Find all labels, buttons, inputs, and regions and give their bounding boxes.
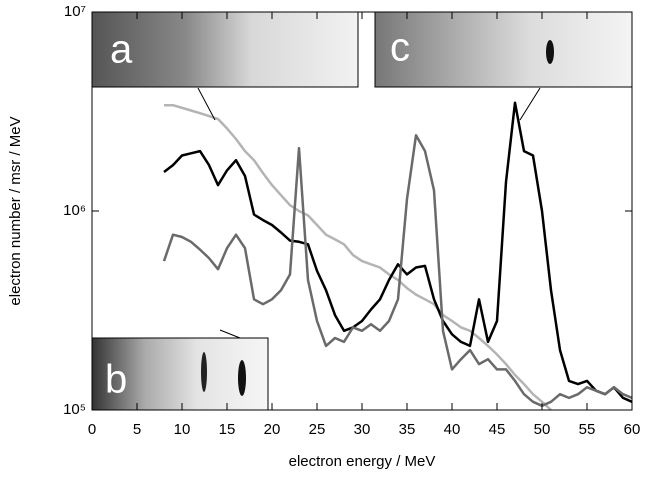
x-tick-label: 45 xyxy=(489,421,506,438)
x-tick-label: 35 xyxy=(399,421,416,438)
y-axis-title: electron number / msr / MeV xyxy=(7,116,24,305)
x-tick-label: 5 xyxy=(133,421,141,438)
inset-label: a xyxy=(110,28,133,72)
x-tick-label: 60 xyxy=(624,421,641,438)
inset-feature xyxy=(238,360,246,396)
inset-feature xyxy=(546,40,554,64)
connector xyxy=(519,87,541,121)
inset-image xyxy=(91,11,359,88)
x-tick-label: 20 xyxy=(264,421,281,438)
x-tick-label: 30 xyxy=(354,421,371,438)
series-line xyxy=(164,103,552,411)
series-line xyxy=(163,101,633,403)
x-tick-label: 40 xyxy=(444,421,461,438)
plot-area xyxy=(162,101,633,411)
inset-image xyxy=(374,11,633,88)
x-axis-title: electron energy / MeV xyxy=(289,453,436,470)
x-tick-label: 50 xyxy=(534,421,551,438)
inset-feature xyxy=(201,352,207,392)
y-tick-label: 10⁶ xyxy=(63,202,86,219)
x-tick-label: 25 xyxy=(309,421,326,438)
inset-label: b xyxy=(105,358,127,402)
inset-label: c xyxy=(390,26,410,70)
x-tick-label: 15 xyxy=(219,421,236,438)
connector xyxy=(219,329,241,339)
connector xyxy=(197,87,216,121)
y-tick-label: 10⁵ xyxy=(63,401,86,418)
insets: a b c xyxy=(91,11,633,411)
x-tick-label: 10 xyxy=(174,421,191,438)
series-line xyxy=(162,134,633,408)
x-tick-label: 0 xyxy=(88,421,96,438)
y-tick-label: 10⁷ xyxy=(64,3,86,20)
x-tick-label: 55 xyxy=(579,421,596,438)
